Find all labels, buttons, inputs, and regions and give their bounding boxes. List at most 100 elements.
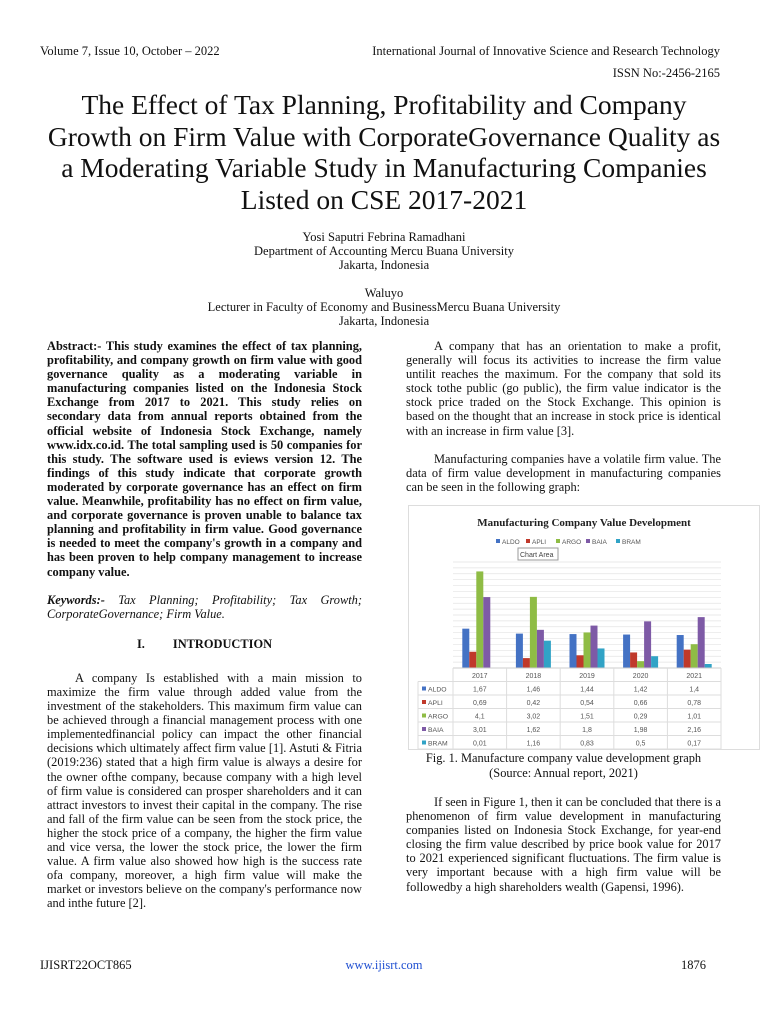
bar-baia-2020 (644, 621, 652, 668)
bar-apli-2018 (522, 658, 530, 668)
data-label: 2,16 (687, 727, 701, 734)
legend-label: APLI (532, 539, 546, 546)
chart-tooltip-text: Chart Area (520, 552, 554, 559)
legend-swatch (616, 539, 620, 543)
author-1: Yosi Saputri Febrina Ramadhani Departmen… (100, 230, 668, 272)
section-heading: I. INTRODUCTION (136, 636, 273, 651)
page-number: 1876 (681, 958, 706, 972)
author-name: Waluyo (364, 286, 404, 300)
data-label: 0,29 (634, 714, 648, 721)
bar-argo-2021 (690, 644, 698, 668)
data-label: 3,01 (473, 727, 487, 734)
data-label: 0,78 (687, 700, 701, 707)
bar-bram-2019 (597, 648, 605, 668)
table-series-label: BRAM (428, 741, 448, 748)
paragraph: Manufacturing companies have a volatile … (406, 451, 721, 494)
bar-apli-2017 (469, 651, 477, 668)
table-legend-swatch (422, 740, 426, 745)
data-label: 3,02 (527, 714, 541, 721)
keywords: Keywords:- Tax Planning; Profitability; … (47, 592, 362, 621)
author-affiliation: Lecturer in Faculty of Economy and Busin… (207, 300, 561, 314)
data-label: 0,69 (473, 700, 487, 707)
legend-swatch (496, 539, 500, 543)
author-2: Waluyo Lecturer in Faculty of Economy an… (100, 286, 668, 328)
legend-label: BAIA (592, 539, 607, 546)
bar-apli-2020 (630, 652, 638, 668)
x-tick-label: 2019 (579, 673, 595, 680)
paragraph: A company that has an orientation to mak… (406, 339, 721, 438)
data-label: 1,46 (527, 687, 541, 694)
table-legend-swatch (422, 686, 426, 691)
bar-bram-2020 (651, 656, 659, 668)
bar-baia-2021 (697, 617, 705, 668)
caption-text: Fig. 1. Manufacture company value develo… (425, 751, 702, 765)
journal-name: International Journal of Innovative Scie… (372, 44, 720, 58)
table-legend-swatch (422, 700, 426, 704)
x-tick-label: 2020 (633, 673, 649, 680)
data-label: 1,4 (689, 687, 699, 694)
footer-url[interactable]: www.ijisrt.com (345, 958, 423, 972)
bar-baia-2018 (536, 629, 544, 668)
legend-swatch (556, 539, 560, 543)
legend-label: ARGO (562, 539, 581, 546)
author-location: Jakarta, Indonesia (338, 314, 430, 328)
data-label: 0,66 (634, 700, 648, 707)
table-legend-swatch (422, 727, 426, 731)
legend-swatch (586, 539, 590, 543)
author-location: Jakarta, Indonesia (338, 258, 430, 272)
x-tick-label: 2017 (472, 673, 488, 680)
chart-title: Manufacturing Company Value Development (477, 517, 691, 529)
footer-code: IJISRT22OCT865 (40, 958, 132, 972)
bar-aldo-2019 (569, 634, 577, 668)
data-label: 0,42 (527, 700, 541, 707)
data-label: 0,83 (580, 741, 594, 748)
bar-chart: Manufacturing Company Value Development A… (408, 505, 760, 750)
bar-aldo-2018 (515, 633, 523, 668)
data-label: 1,62 (527, 727, 541, 734)
legend-swatch (526, 539, 530, 543)
bar-bram-2018 (543, 640, 551, 668)
bar-bram-2021 (704, 663, 712, 668)
x-tick-label: 2018 (526, 673, 542, 680)
author-affiliation: Department of Accounting Mercu Buana Uni… (254, 244, 514, 258)
left-column: Abstract:- This study examines the effec… (47, 339, 362, 924)
table-legend-swatch (422, 713, 426, 718)
data-label: 1,8 (582, 727, 592, 734)
legend-label: BRAM (622, 539, 641, 546)
bar-aldo-2017 (462, 628, 470, 668)
data-label: 0,54 (580, 700, 594, 707)
bar-argo-2020 (637, 661, 645, 668)
data-label: 1,42 (634, 687, 648, 694)
table-series-label: APLI (428, 700, 443, 707)
data-label: 1,16 (527, 741, 541, 748)
x-tick-label: 2021 (686, 673, 702, 680)
data-label: 0,17 (687, 741, 701, 748)
volume-info: Volume 7, Issue 10, October – 2022 (40, 44, 220, 58)
data-label: 1,01 (687, 714, 701, 721)
bar-apli-2021 (683, 649, 691, 668)
data-label: 4,1 (475, 714, 485, 721)
intro-paragraph: A company Is established with a main mis… (47, 670, 362, 911)
paper-title: The Effect of Tax Planning, Profitabilit… (47, 89, 721, 215)
table-series-label: ARGO (428, 714, 448, 721)
data-label: 1,51 (580, 714, 594, 721)
abstract: Abstract:- This study examines the effec… (47, 339, 362, 579)
issn: ISSN No:-2456-2165 (612, 66, 720, 80)
caption-source: (Source: Annual report, 2021) (489, 765, 638, 780)
figure-caption: Fig. 1. Manufacture company value develo… (406, 751, 721, 780)
bar-aldo-2021 (676, 635, 684, 668)
chart-tooltip (517, 547, 559, 561)
data-label: 0,01 (473, 741, 487, 748)
right-column: A company that has an orientation to mak… (406, 339, 721, 508)
author-name: Yosi Saputri Febrina Ramadhani (302, 230, 466, 244)
bar-argo-2018 (529, 596, 537, 668)
bar-baia-2019 (590, 625, 598, 668)
data-label: 1,67 (473, 687, 487, 694)
bar-argo-2017 (476, 571, 484, 668)
bar-baia-2017 (483, 597, 491, 668)
right-column-lower: If seen in Figure 1, then it can be conc… (406, 795, 721, 908)
table-series-label: BAIA (428, 727, 444, 734)
data-label: 1,98 (634, 727, 648, 734)
data-label: 1,44 (580, 687, 594, 694)
paragraph: If seen in Figure 1, then it can be conc… (406, 795, 721, 894)
